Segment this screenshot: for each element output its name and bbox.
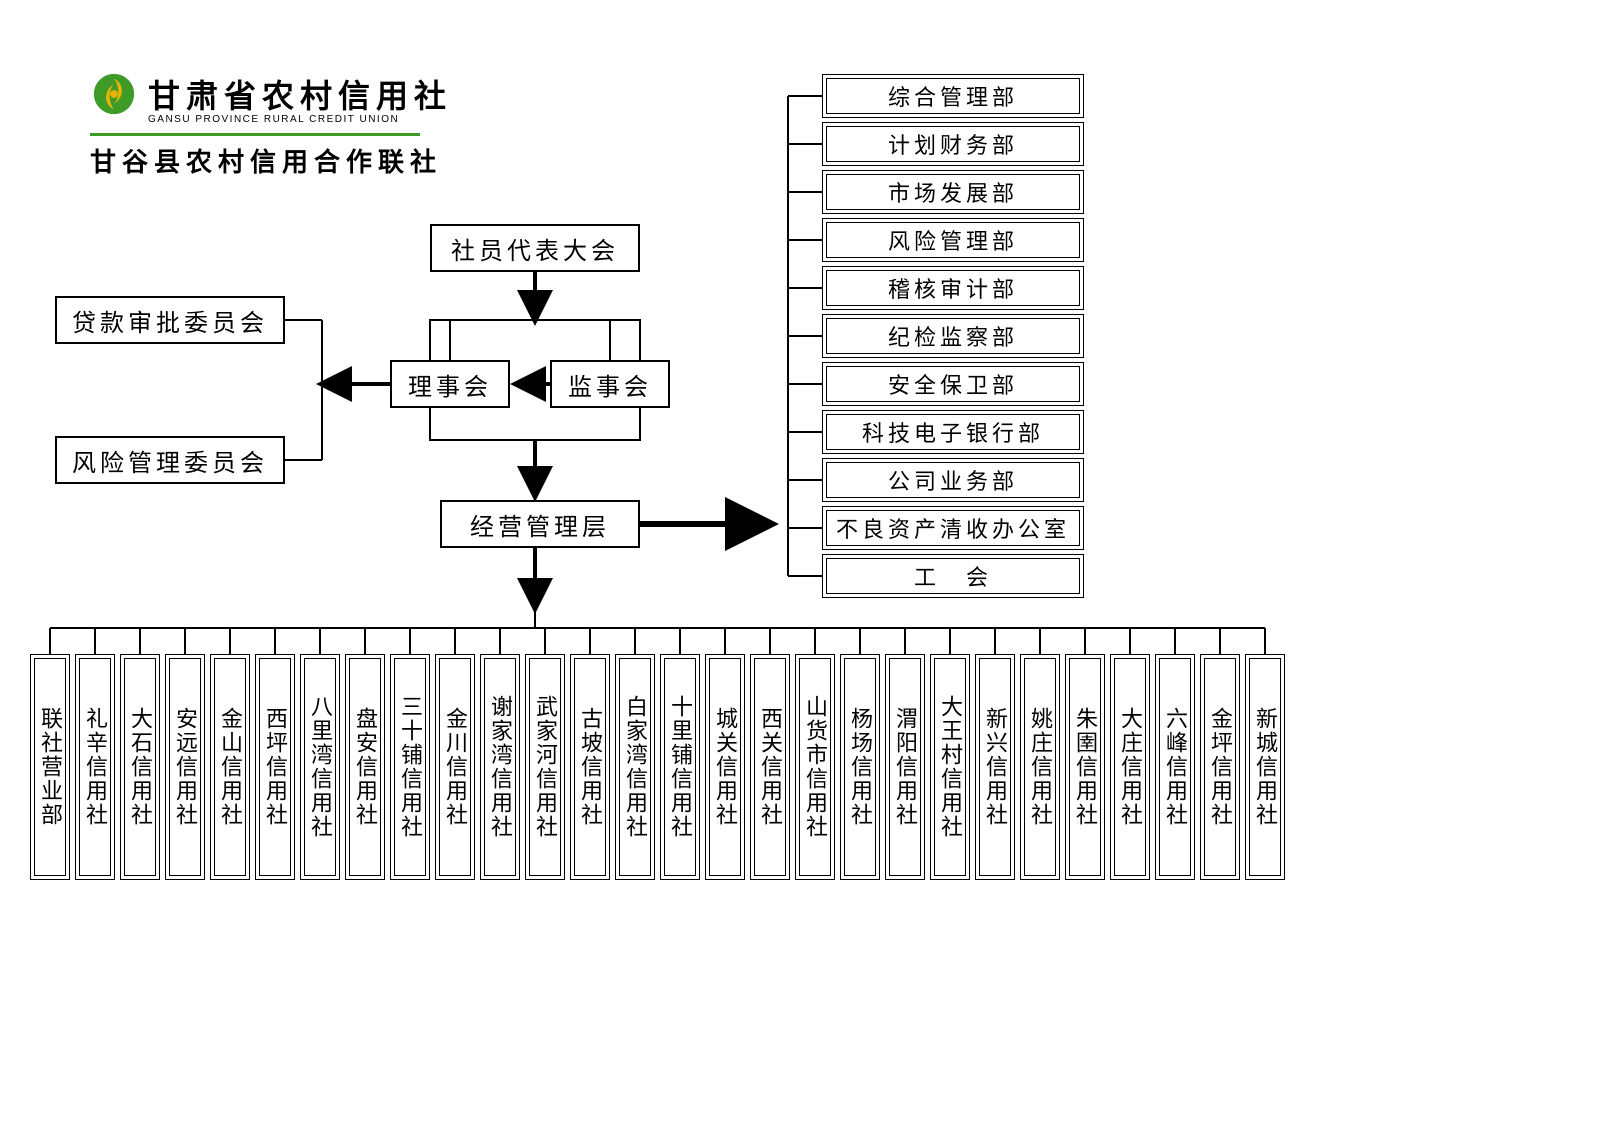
logo-title: 甘肃省农村信用社 xyxy=(148,71,452,117)
branch-box: 三十铺信用社 xyxy=(390,654,430,880)
dept-box: 综合管理部 xyxy=(822,74,1084,118)
branch-box: 十里铺信用社 xyxy=(660,654,700,880)
node-loan-committee: 贷款审批委员会 xyxy=(55,296,285,344)
node-risk-committee: 风险管理委员会 xyxy=(55,436,285,484)
branch-box: 白家湾信用社 xyxy=(615,654,655,880)
branch-box: 城关信用社 xyxy=(705,654,745,880)
node-board: 理事会 xyxy=(390,360,510,408)
branch-box: 八里湾信用社 xyxy=(300,654,340,880)
dept-box: 公司业务部 xyxy=(822,458,1084,502)
branch-box: 西坪信用社 xyxy=(255,654,295,880)
branch-box: 礼辛信用社 xyxy=(75,654,115,880)
logo-icon xyxy=(90,70,138,118)
branch-box: 渭阳信用社 xyxy=(885,654,925,880)
dept-box: 风险管理部 xyxy=(822,218,1084,262)
branch-box: 山货市信用社 xyxy=(795,654,835,880)
dept-box: 稽核审计部 xyxy=(822,266,1084,310)
branch-box: 联社营业部 xyxy=(30,654,70,880)
branch-box: 金川信用社 xyxy=(435,654,475,880)
branch-box: 朱圉信用社 xyxy=(1065,654,1105,880)
logo-subtitle-cn: 甘谷县农村信用合作联社 xyxy=(90,142,452,179)
branch-box: 大石信用社 xyxy=(120,654,160,880)
branch-box: 六峰信用社 xyxy=(1155,654,1195,880)
branch-box: 西关信用社 xyxy=(750,654,790,880)
branch-box: 武家河信用社 xyxy=(525,654,565,880)
dept-box: 不良资产清收办公室 xyxy=(822,506,1084,550)
logo-block: 甘肃省农村信用社 GANSU PROVINCE RURAL CREDIT UNI… xyxy=(90,70,452,179)
branch-box: 安远信用社 xyxy=(165,654,205,880)
node-supervisory: 监事会 xyxy=(550,360,670,408)
branch-box: 新兴信用社 xyxy=(975,654,1015,880)
branch-box: 姚庄信用社 xyxy=(1020,654,1060,880)
dept-box: 安全保卫部 xyxy=(822,362,1084,406)
dept-box: 纪检监察部 xyxy=(822,314,1084,358)
branch-box: 杨场信用社 xyxy=(840,654,880,880)
branch-box: 新城信用社 xyxy=(1245,654,1285,880)
branch-box: 大庄信用社 xyxy=(1110,654,1150,880)
dept-box: 工 会 xyxy=(822,554,1084,598)
branch-box: 谢家湾信用社 xyxy=(480,654,520,880)
node-assembly: 社员代表大会 xyxy=(430,224,640,272)
dept-box: 计划财务部 xyxy=(822,122,1084,166)
branch-box: 盘安信用社 xyxy=(345,654,385,880)
dept-box: 市场发展部 xyxy=(822,170,1084,214)
logo-underline xyxy=(90,133,420,136)
dept-box: 科技电子银行部 xyxy=(822,410,1084,454)
branch-box: 金坪信用社 xyxy=(1200,654,1240,880)
node-management: 经营管理层 xyxy=(440,500,640,548)
branch-box: 古坡信用社 xyxy=(570,654,610,880)
branch-box: 金山信用社 xyxy=(210,654,250,880)
branch-box: 大王村信用社 xyxy=(930,654,970,880)
